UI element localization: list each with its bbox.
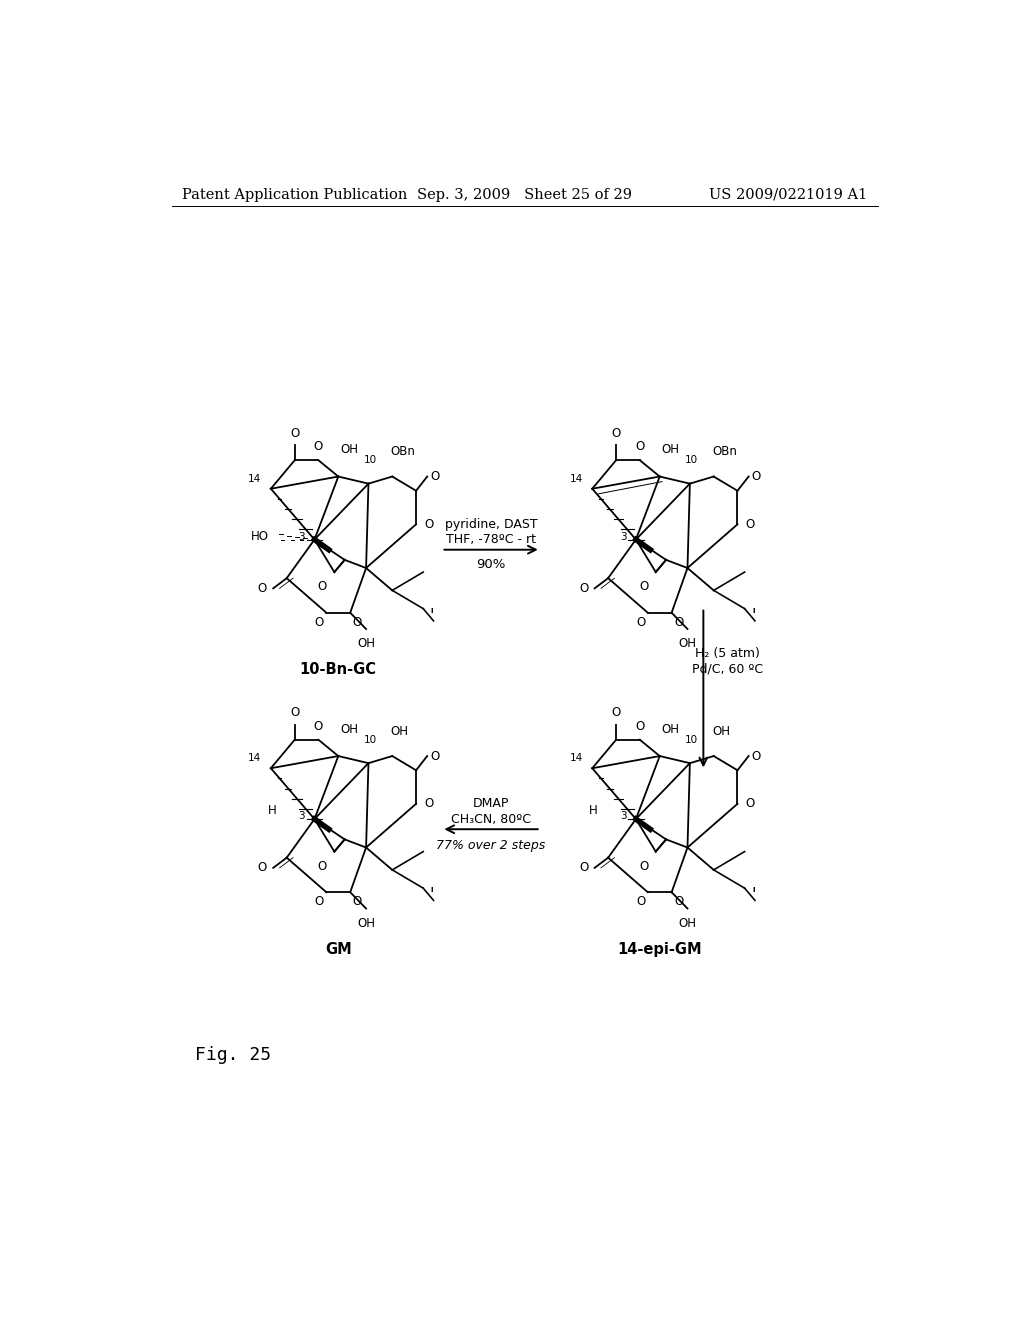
Text: 10: 10 bbox=[685, 735, 698, 744]
Text: Patent Application Publication: Patent Application Publication bbox=[182, 187, 408, 202]
Text: 10: 10 bbox=[364, 735, 377, 744]
Text: 3: 3 bbox=[620, 810, 627, 821]
Text: O: O bbox=[636, 895, 645, 908]
Text: 14: 14 bbox=[248, 474, 261, 483]
Text: OH: OH bbox=[712, 725, 730, 738]
Text: OBn: OBn bbox=[712, 445, 737, 458]
Text: ': ' bbox=[430, 607, 434, 624]
Text: O: O bbox=[430, 470, 439, 483]
Text: OH: OH bbox=[662, 444, 679, 457]
Text: O: O bbox=[352, 616, 361, 628]
Text: H₂ (5 atm): H₂ (5 atm) bbox=[694, 647, 760, 660]
Text: O: O bbox=[352, 895, 361, 908]
Text: O: O bbox=[611, 426, 621, 440]
Text: O: O bbox=[290, 426, 299, 440]
Text: Sep. 3, 2009   Sheet 25 of 29: Sep. 3, 2009 Sheet 25 of 29 bbox=[418, 187, 632, 202]
Text: OH: OH bbox=[340, 444, 358, 457]
Text: Pd/C, 60 ºC: Pd/C, 60 ºC bbox=[691, 663, 763, 675]
Text: H: H bbox=[267, 804, 276, 817]
Text: 14: 14 bbox=[569, 474, 583, 483]
Text: 3: 3 bbox=[298, 810, 305, 821]
Text: O: O bbox=[635, 440, 644, 453]
Text: OH: OH bbox=[357, 916, 375, 929]
Text: 3: 3 bbox=[620, 532, 627, 541]
Text: OH: OH bbox=[391, 725, 409, 738]
Text: O: O bbox=[317, 859, 327, 873]
Text: O: O bbox=[639, 581, 648, 593]
Text: O: O bbox=[745, 517, 755, 531]
Text: O: O bbox=[674, 895, 683, 908]
Text: O: O bbox=[579, 582, 588, 595]
Text: DMAP: DMAP bbox=[473, 797, 509, 810]
Text: O: O bbox=[424, 797, 433, 810]
Text: ': ' bbox=[430, 886, 434, 904]
Text: pyridine, DAST: pyridine, DAST bbox=[444, 517, 538, 531]
Text: H: H bbox=[589, 804, 598, 817]
Text: 3: 3 bbox=[298, 532, 305, 541]
Text: HO: HO bbox=[251, 531, 268, 543]
Text: O: O bbox=[752, 470, 761, 483]
Text: GM: GM bbox=[325, 941, 351, 957]
Text: CH₃CN, 80ºC: CH₃CN, 80ºC bbox=[451, 813, 531, 825]
Text: O: O bbox=[258, 862, 267, 874]
Text: OH: OH bbox=[679, 638, 696, 651]
Text: OH: OH bbox=[679, 916, 696, 929]
Text: ': ' bbox=[751, 607, 756, 624]
Text: O: O bbox=[745, 797, 755, 810]
Text: 14-epi-GM: 14-epi-GM bbox=[617, 941, 702, 957]
Text: O: O bbox=[674, 616, 683, 628]
Text: O: O bbox=[313, 719, 324, 733]
Text: 10-Bn-GC: 10-Bn-GC bbox=[300, 663, 377, 677]
Text: ': ' bbox=[751, 886, 756, 904]
Text: O: O bbox=[752, 750, 761, 763]
Text: O: O bbox=[639, 859, 648, 873]
Text: 10: 10 bbox=[685, 455, 698, 466]
Text: THF, -78ºC - rt: THF, -78ºC - rt bbox=[446, 533, 537, 546]
Text: O: O bbox=[636, 616, 645, 628]
Text: O: O bbox=[317, 581, 327, 593]
Text: 10: 10 bbox=[364, 455, 377, 466]
Text: O: O bbox=[635, 719, 644, 733]
Text: O: O bbox=[314, 616, 324, 628]
Text: OH: OH bbox=[357, 638, 375, 651]
Text: O: O bbox=[611, 706, 621, 719]
Text: OH: OH bbox=[662, 723, 679, 735]
Text: OH: OH bbox=[340, 723, 358, 735]
Text: Fig. 25: Fig. 25 bbox=[196, 1045, 271, 1064]
Text: O: O bbox=[430, 750, 439, 763]
Text: 14: 14 bbox=[248, 754, 261, 763]
Text: US 2009/0221019 A1: US 2009/0221019 A1 bbox=[710, 187, 867, 202]
Text: 14: 14 bbox=[569, 754, 583, 763]
Text: O: O bbox=[579, 862, 588, 874]
Text: 77% over 2 steps: 77% over 2 steps bbox=[436, 840, 546, 851]
Text: O: O bbox=[313, 440, 324, 453]
Text: 90%: 90% bbox=[476, 558, 506, 572]
Text: OBn: OBn bbox=[391, 445, 416, 458]
Text: O: O bbox=[424, 517, 433, 531]
Text: O: O bbox=[314, 895, 324, 908]
Text: O: O bbox=[258, 582, 267, 595]
Text: O: O bbox=[290, 706, 299, 719]
